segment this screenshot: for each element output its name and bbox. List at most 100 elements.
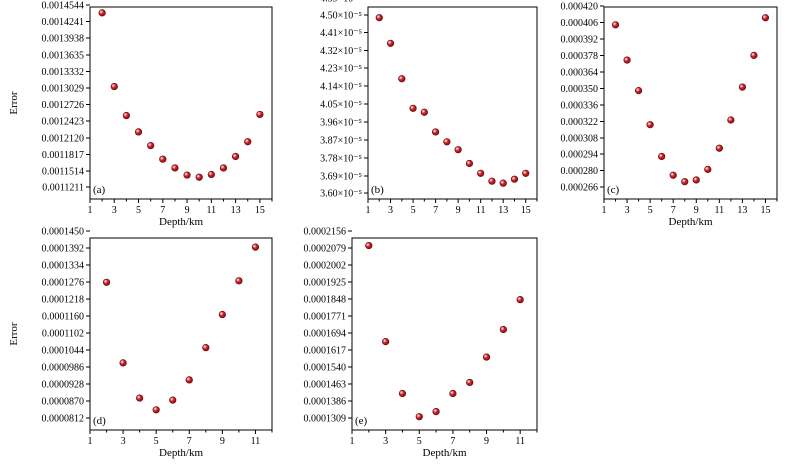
y-tick-label: 0.000308 <box>561 134 599 145</box>
data-point <box>152 406 160 414</box>
y-tick-label: 0.0011211 <box>42 183 84 194</box>
data-point <box>738 83 747 91</box>
x-tick-label: 5 <box>411 205 416 216</box>
y-tick-label: 0.0012120 <box>42 134 85 145</box>
panel-c: 0.000266 0.000280 0.000294 0.000308 0.000322… <box>561 2 778 228</box>
y-tick-label: 0.0001218 <box>42 295 85 306</box>
x-tick-label: 11 <box>515 436 525 447</box>
x-axis-label: Depth/km <box>159 216 203 228</box>
y-tick-label: 0.000294 <box>561 150 599 161</box>
data-point <box>171 164 179 172</box>
data-point <box>244 138 252 146</box>
y-tick-label: 4.41×10⁻⁵ <box>320 28 362 39</box>
y-tick-label: 4.05×10⁻⁵ <box>320 100 362 111</box>
data-point <box>195 173 203 181</box>
plot-frame <box>89 6 273 200</box>
x-tick-label: 1 <box>350 436 355 447</box>
plot-frame <box>351 237 538 431</box>
data-point <box>382 338 390 346</box>
y-tick-label: 0.0000928 <box>42 380 85 391</box>
y-tick-label: 0.0001102 <box>42 329 84 340</box>
x-tick-label: 13 <box>737 205 747 216</box>
x-tick-label: 7 <box>160 205 165 216</box>
y-tick-label: 0.0001386 <box>304 397 347 408</box>
data-point <box>510 175 519 183</box>
x-tick-label: 15 <box>760 205 770 216</box>
panel-a: 0.0011211 0.0011514 0.0011817 0.0012120 0.00… <box>8 1 273 228</box>
y-tick-label: 4.23×10⁻⁵ <box>320 64 362 75</box>
x-tick-label: 11 <box>251 436 261 447</box>
x-tick-label: 15 <box>521 205 531 216</box>
y-tick-label: 0.0011817 <box>42 150 84 161</box>
x-tick-label: 7 <box>671 205 676 216</box>
data-point <box>415 413 423 421</box>
data-point <box>516 296 524 304</box>
y-tick-label: 4.59×10⁻⁵ <box>320 0 362 5</box>
data-point <box>365 241 373 250</box>
data-point <box>482 353 491 361</box>
x-tick-label: 11 <box>207 205 217 216</box>
data-point <box>159 155 167 163</box>
y-tick-label: 3.87×10⁻⁵ <box>320 136 362 147</box>
y-tick-label: 4.14×10⁻⁵ <box>320 82 362 93</box>
y-tick-label: 0.0001617 <box>304 346 347 357</box>
y-tick-label: 0.0002079 <box>304 244 347 255</box>
y-tick-label: 0.000420 <box>561 2 599 13</box>
y-axis-label: Error <box>8 322 20 346</box>
data-point <box>750 51 758 59</box>
x-tick-label: 3 <box>388 205 393 216</box>
y-tick-label: 0.0013635 <box>42 51 85 62</box>
data-point <box>465 159 474 168</box>
y-tick-label: 4.32×10⁻⁵ <box>320 46 362 57</box>
x-tick-label: 9 <box>694 205 699 216</box>
y-tick-label: 0.0001540 <box>304 363 347 374</box>
x-tick-label: 3 <box>121 436 126 447</box>
data-point <box>169 396 177 404</box>
data-point <box>251 243 260 251</box>
data-point <box>102 278 111 286</box>
data-point <box>761 14 770 22</box>
data-point <box>488 177 496 185</box>
data-point <box>499 179 507 187</box>
x-tick-label: 7 <box>450 436 455 447</box>
x-tick-label: 5 <box>136 205 141 216</box>
data-point <box>454 146 462 154</box>
data-point <box>443 138 451 146</box>
y-tick-label: 0.0013029 <box>42 84 85 95</box>
x-tick-label: 9 <box>185 205 190 216</box>
data-point <box>466 378 474 387</box>
data-point <box>432 407 440 416</box>
y-tick-label: 0.0001450 <box>42 227 85 238</box>
panel-label: (a) <box>93 184 106 196</box>
plot-frame <box>603 6 778 200</box>
x-tick-label: 9 <box>456 205 461 216</box>
data-point <box>432 128 440 136</box>
data-point <box>232 152 240 161</box>
x-tick-label: 15 <box>255 205 265 216</box>
x-tick-label: 3 <box>383 436 388 447</box>
y-tick-label: 3.69×10⁻⁵ <box>320 172 362 183</box>
data-point <box>185 376 193 384</box>
y-axis-label: Error <box>8 91 20 115</box>
y-tick-label: 0.0001392 <box>42 244 85 255</box>
y-tick-label: 3.60×10⁻⁵ <box>320 189 362 200</box>
data-point <box>669 171 677 179</box>
y-tick-label: 0.000280 <box>561 166 599 177</box>
x-tick-label: 5 <box>417 436 422 447</box>
x-axis-label: Depth/km <box>669 216 713 228</box>
data-point <box>681 178 689 186</box>
y-tick-label: 0.000364 <box>561 68 599 79</box>
y-tick-label: 0.000350 <box>561 84 599 95</box>
data-point <box>386 39 395 47</box>
x-tick-label: 11 <box>476 205 486 216</box>
data-point <box>398 389 407 398</box>
y-tick-label: 0.0013332 <box>42 67 85 78</box>
x-tick-label: 1 <box>88 436 93 447</box>
y-tick-label: 0.0000812 <box>42 414 85 425</box>
data-point <box>256 110 264 119</box>
data-point <box>499 325 507 334</box>
x-tick-label: 7 <box>187 436 192 447</box>
data-point <box>715 144 723 152</box>
data-point <box>522 169 530 177</box>
